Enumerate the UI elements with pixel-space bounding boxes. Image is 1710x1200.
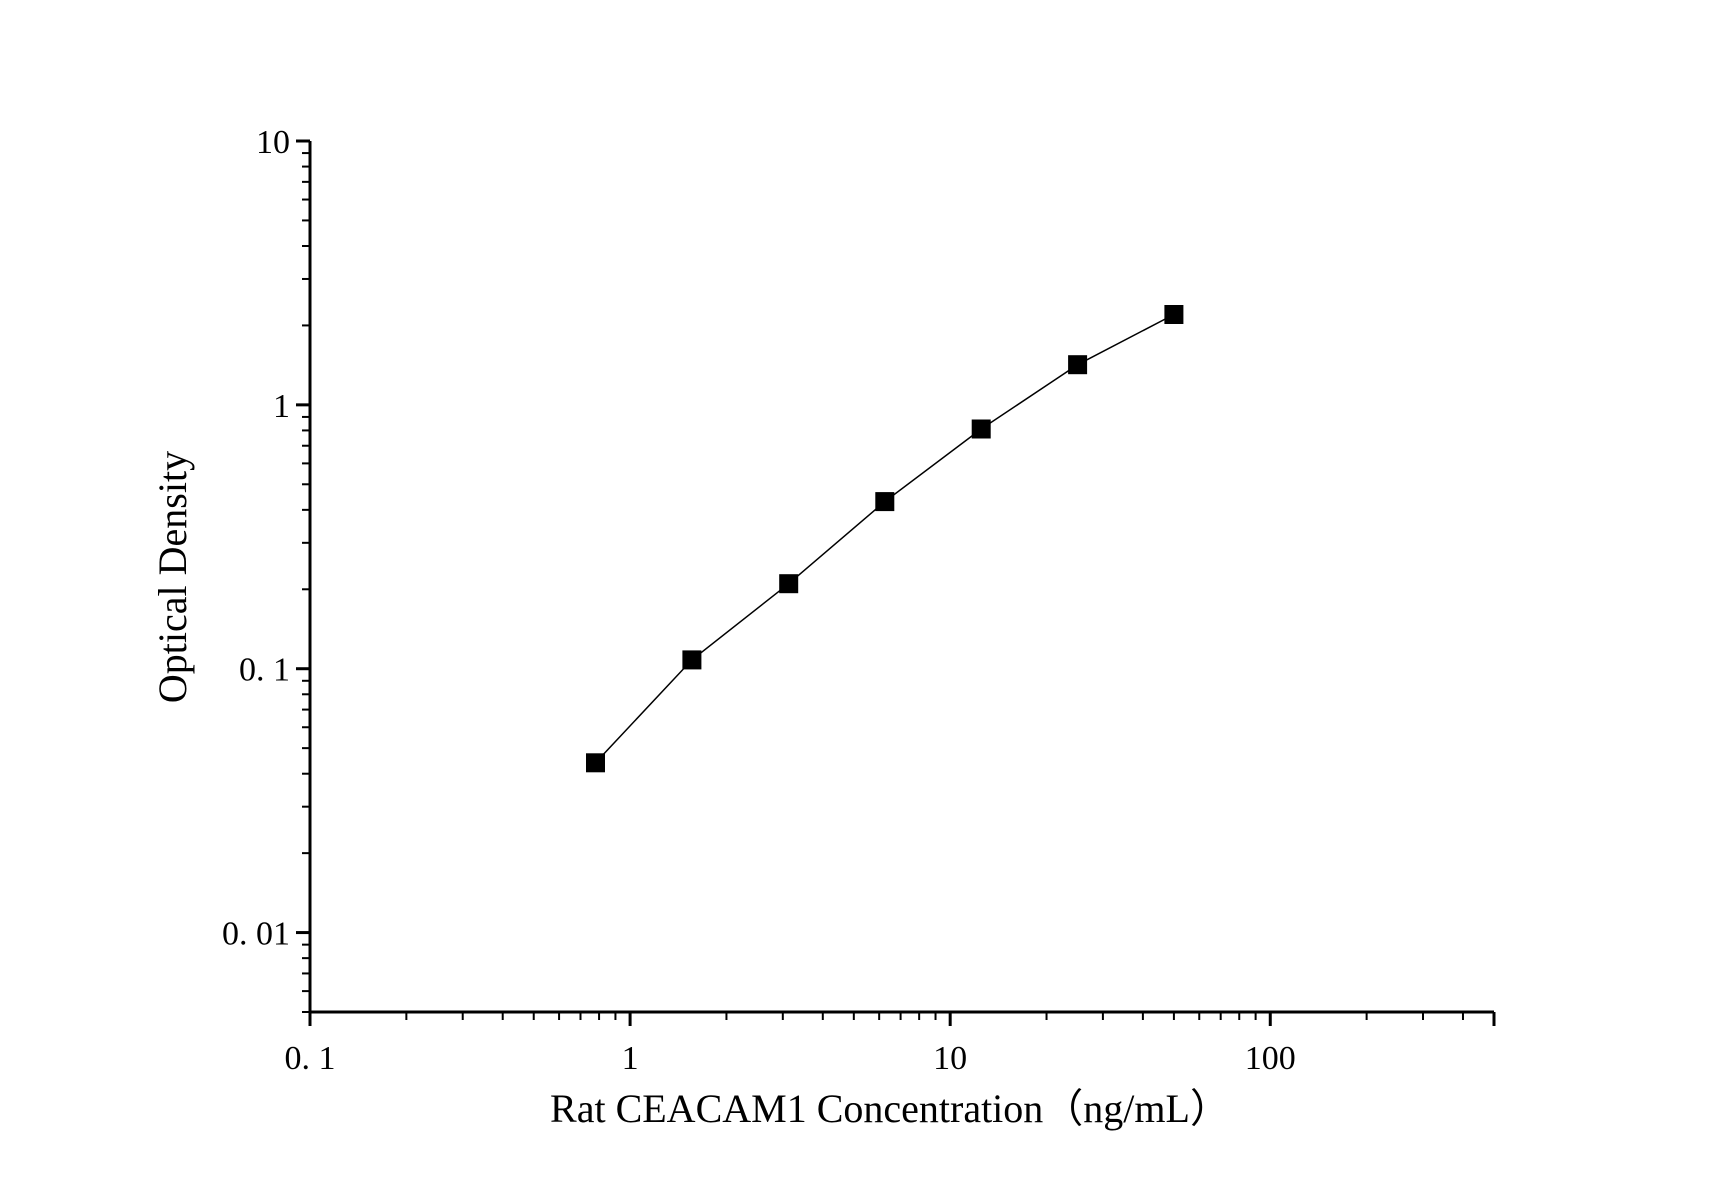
- y-axis-title: Optical Density: [150, 451, 195, 703]
- axes-layer: 0. 1 1 10 100 0. 01 0. 1 1 10: [222, 124, 1496, 1077]
- x-tick-label: 100: [1245, 1040, 1296, 1077]
- labels-layer: Rat CEACAM1 Concentration（ng/mL） Optical…: [150, 451, 1230, 1131]
- x-tick-label: 10: [933, 1040, 967, 1077]
- data-point-marker: [971, 419, 991, 439]
- y-tick-label: 0. 1: [239, 652, 290, 689]
- series-layer: [586, 305, 1184, 773]
- y-tick-label: 0. 01: [222, 916, 290, 953]
- series-line: [594, 313, 1175, 764]
- x-tick-label: 1: [622, 1040, 639, 1077]
- data-point-marker: [1164, 305, 1184, 324]
- data-point-marker: [779, 574, 799, 594]
- data-point-marker: [682, 650, 702, 670]
- data-point-marker: [1068, 355, 1088, 375]
- data-point-marker: [586, 753, 605, 773]
- y-tick-label: 1: [273, 388, 290, 425]
- x-tick-label: 0. 1: [285, 1040, 336, 1077]
- y-tick-label: 10: [256, 124, 290, 161]
- data-point-marker: [875, 492, 895, 512]
- x-axis-title: Rat CEACAM1 Concentration（ng/mL）: [550, 1086, 1230, 1131]
